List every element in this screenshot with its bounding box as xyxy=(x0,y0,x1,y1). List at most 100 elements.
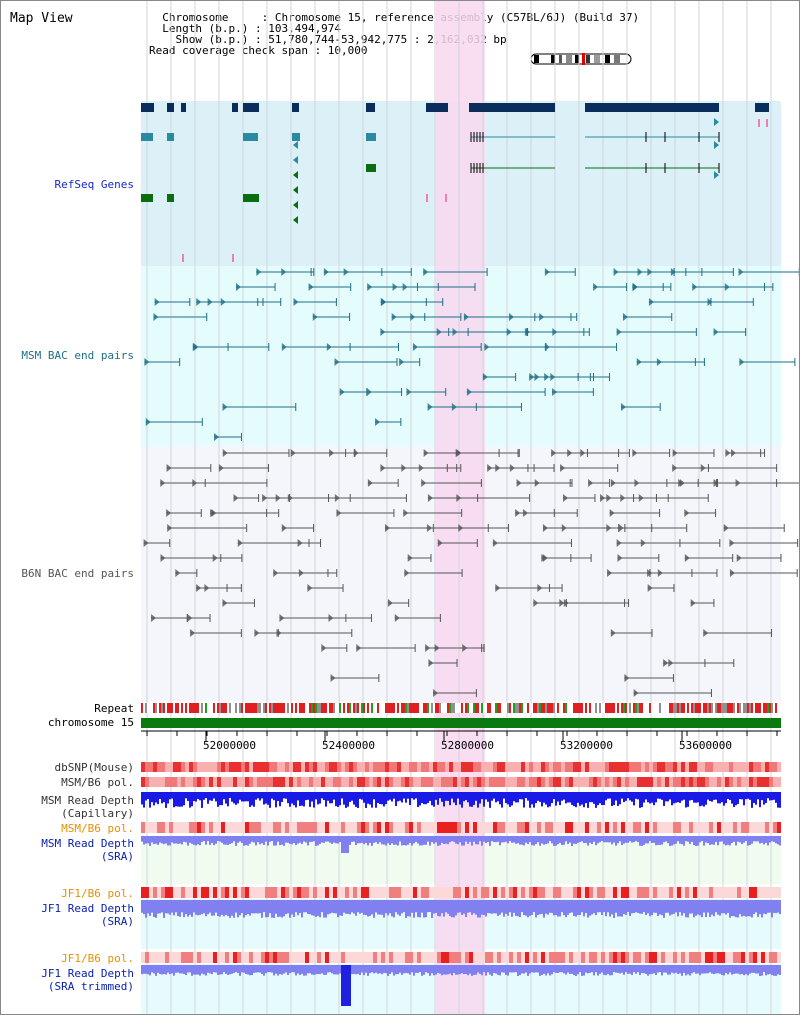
read-depth-bar xyxy=(643,965,645,974)
repeat-segment xyxy=(521,703,523,713)
read-depth-bar xyxy=(389,836,391,846)
polymorphism-cell xyxy=(429,762,433,772)
track-label-msm-depth-sra[interactable]: MSM Read Depth (SRA) xyxy=(41,837,134,863)
polymorphism-cell xyxy=(281,777,285,787)
read-depth-bar xyxy=(233,792,235,804)
polymorphism-cell xyxy=(549,887,553,898)
repeat-segment xyxy=(685,703,687,713)
read-depth-bar xyxy=(717,792,719,804)
read-depth-bar xyxy=(609,836,611,843)
track-label-chromosome[interactable]: chromosome 15 xyxy=(47,716,134,729)
read-depth-bar xyxy=(151,900,153,913)
repeat-segment xyxy=(201,703,203,713)
polymorphism-cell xyxy=(225,762,229,772)
polymorphism-cell xyxy=(537,762,541,772)
read-depth-bar xyxy=(461,900,463,915)
polymorphism-cell xyxy=(745,887,749,898)
track-label-msm-depth-capillary[interactable]: MSM Read Depth (Capillary) xyxy=(41,794,134,820)
read-depth-bar xyxy=(657,965,659,973)
track-label-b6n-bac-end-pairs[interactable]: B6N BAC end pairs xyxy=(21,567,134,580)
polymorphism-cell xyxy=(329,822,333,833)
track-label-refseq-genes[interactable]: RefSeq Genes xyxy=(54,178,134,191)
repeat-segment xyxy=(177,703,179,713)
read-depth-bar xyxy=(237,792,239,804)
read-depth-bar xyxy=(655,792,657,803)
read-depth-bar xyxy=(249,900,251,916)
read-depth-bar xyxy=(301,836,303,845)
gene-bar xyxy=(585,103,719,112)
read-depth-bar xyxy=(369,900,371,916)
read-depth-bar xyxy=(285,965,287,973)
read-depth-bar xyxy=(583,900,585,917)
polymorphism-cell xyxy=(517,822,521,833)
selection-highlight xyxy=(436,1,485,1014)
b6n-bac-pair xyxy=(427,494,433,502)
read-depth-bar xyxy=(425,965,427,973)
read-depth-bar xyxy=(619,836,621,842)
track-label-msm-bac-end-pairs[interactable]: MSM BAC end pairs xyxy=(21,349,134,362)
track-label-jf1-depth-sra[interactable]: JF1 Read Depth (SRA) xyxy=(41,902,134,928)
repeat-segment xyxy=(417,703,419,713)
chromosome-ideogram[interactable] xyxy=(1,1,800,71)
polymorphism-cell xyxy=(145,777,149,787)
read-depth-bar xyxy=(713,792,715,800)
read-depth-bar xyxy=(243,965,245,973)
polymorphism-cell xyxy=(381,952,385,963)
read-depth-bar xyxy=(537,836,539,843)
polymorphism-cell xyxy=(153,887,157,898)
read-depth-bar xyxy=(429,792,431,801)
msm-bac-pair xyxy=(621,403,627,411)
polymorphism-cell xyxy=(261,762,265,772)
polymorphism-cell xyxy=(261,952,265,963)
read-depth-bar xyxy=(455,900,457,916)
track-label-jf1-b6-pol-trimmed[interactable]: JF1/B6 pol. xyxy=(61,952,134,965)
polymorphism-cell xyxy=(189,952,193,963)
read-depth-bar xyxy=(589,792,591,803)
polymorphism-cell xyxy=(777,952,781,963)
read-depth-bar xyxy=(369,836,371,844)
track-label-dbsnp[interactable]: dbSNP(Mouse) xyxy=(54,761,134,774)
track-label-msm-b6-pol[interactable]: MSM/B6 pol. xyxy=(61,776,134,789)
read-depth-bar xyxy=(389,792,391,800)
track-label-msm-b6-pol-sra[interactable]: MSM/B6 pol. xyxy=(61,822,134,835)
polymorphism-cell xyxy=(561,952,565,963)
read-depth-bar xyxy=(257,900,259,914)
read-depth-bar xyxy=(701,965,703,974)
read-depth-bar xyxy=(511,836,513,843)
polymorphism-cell xyxy=(297,762,301,772)
read-depth-bar xyxy=(457,965,459,975)
read-depth-bar xyxy=(309,900,311,915)
read-depth-bar xyxy=(309,836,311,843)
track-label-jf1-b6-pol[interactable]: JF1/B6 pol. xyxy=(61,887,134,900)
track-label-repeat[interactable]: Repeat xyxy=(94,702,134,715)
repeat-segment xyxy=(693,703,695,713)
polymorphism-cell xyxy=(333,777,337,787)
read-depth-bar xyxy=(363,836,365,845)
label-line: (SRA trimmed) xyxy=(47,980,134,993)
read-depth-bar xyxy=(557,965,559,974)
read-depth-bar xyxy=(761,836,763,843)
read-depth-bar xyxy=(747,900,749,917)
polymorphism-cell xyxy=(205,762,209,772)
repeat-segment xyxy=(387,703,389,713)
repeat-segment xyxy=(655,703,657,713)
read-depth-bar xyxy=(433,792,435,807)
read-depth-bar xyxy=(371,965,373,973)
repeat-segment xyxy=(651,703,653,713)
read-depth-bar xyxy=(281,792,283,802)
polymorphism-cell xyxy=(693,952,697,963)
track-label-jf1-depth-trimmed[interactable]: JF1 Read Depth (SRA trimmed) xyxy=(41,967,134,993)
read-depth-bar xyxy=(353,792,355,805)
read-depth-bar xyxy=(485,836,487,844)
msm-bac-pair xyxy=(308,283,314,291)
repeat-segment xyxy=(267,703,269,713)
repeat-segment xyxy=(543,703,545,713)
read-depth-bar xyxy=(215,836,217,844)
polymorphism-cell xyxy=(701,777,705,787)
read-depth-bar xyxy=(373,965,375,974)
msm-bac-pair xyxy=(524,328,530,336)
polymorphism-cell xyxy=(189,822,193,833)
polymorphism-cell xyxy=(357,822,361,833)
read-depth-bar xyxy=(669,836,671,846)
